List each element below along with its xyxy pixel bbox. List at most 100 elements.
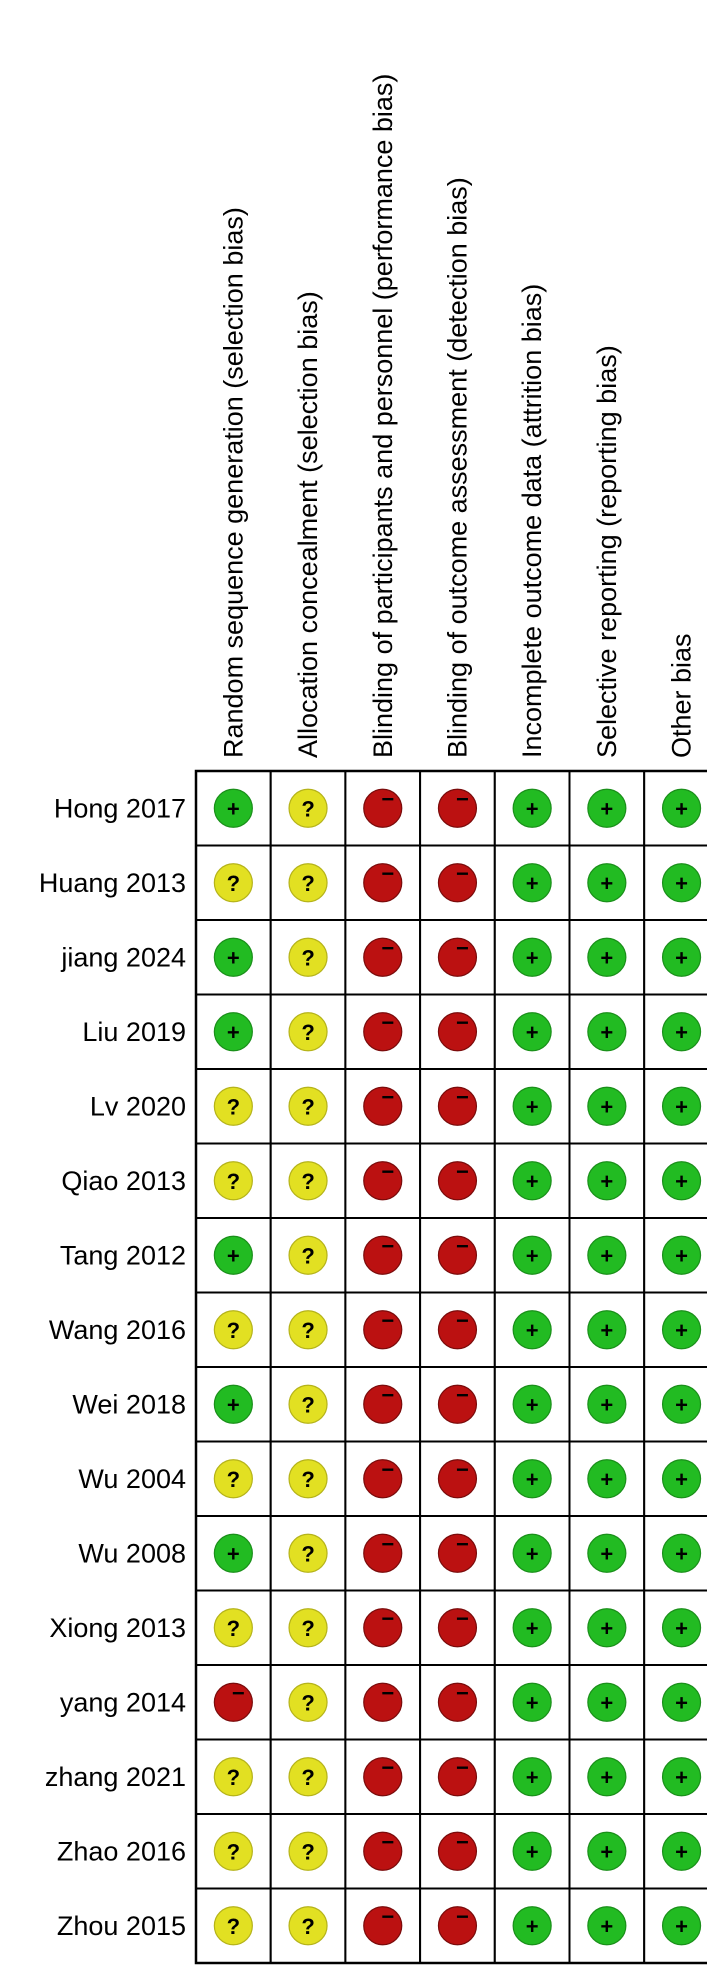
rating-mark-high — [363, 1608, 403, 1648]
rating-mark-high — [363, 1906, 403, 1946]
rating-mark-unclear — [288, 1682, 328, 1722]
rating-mark-unclear — [213, 1459, 253, 1499]
rating-symbol: − — [456, 1904, 469, 1929]
rating-mark-low — [661, 1608, 702, 1648]
rating-mark-low — [512, 1906, 552, 1946]
rating-symbol: + — [600, 945, 613, 970]
rating-symbol: ? — [227, 1839, 240, 1864]
rating-symbol: + — [227, 796, 240, 821]
rating-mark-low — [587, 1235, 627, 1275]
rating-mark-low — [512, 1161, 552, 1201]
rating-mark-low — [661, 1757, 702, 1797]
rating-mark-high — [363, 1831, 403, 1871]
rating-symbol: + — [675, 796, 688, 821]
rating-symbol: ? — [227, 1914, 240, 1939]
rating-symbol: ? — [301, 796, 314, 821]
rating-symbol: ? — [227, 871, 240, 896]
rating-symbol: − — [456, 1755, 469, 1780]
rating-symbol: + — [227, 1020, 240, 1045]
rating-symbol: + — [675, 1914, 688, 1939]
rating-mark-high — [363, 1310, 403, 1350]
rating-symbol: + — [526, 1914, 539, 1939]
rating-symbol: + — [675, 1392, 688, 1417]
rating-symbol: − — [381, 1606, 394, 1631]
rating-symbol: + — [600, 796, 613, 821]
rating-mark-unclear — [288, 1906, 328, 1946]
rating-symbol: + — [675, 1020, 688, 1045]
rating-mark-unclear — [288, 788, 328, 828]
rating-mark-low — [512, 1310, 552, 1350]
rating-symbol: + — [675, 1318, 688, 1343]
rating-symbol: − — [381, 1233, 394, 1258]
rating-symbol: − — [381, 935, 394, 960]
rating-symbol: − — [456, 1457, 469, 1482]
study-label: yang 2014 — [60, 1687, 186, 1717]
rating-mark-high — [437, 1906, 478, 1946]
rating-symbol: − — [456, 786, 469, 811]
rating-mark-unclear — [288, 1235, 328, 1275]
rating-symbol: ? — [301, 1616, 314, 1641]
rating-mark-high — [437, 1012, 478, 1052]
rating-mark-unclear — [288, 1459, 328, 1499]
rating-mark-low — [661, 1161, 702, 1201]
rating-symbol: + — [675, 1094, 688, 1119]
rating-symbol: − — [381, 1010, 394, 1035]
rating-symbol: + — [675, 1243, 688, 1268]
rating-symbol: ? — [227, 1616, 240, 1641]
rating-mark-high — [437, 1235, 478, 1275]
rating-symbol: + — [526, 871, 539, 896]
rating-mark-high — [363, 1235, 403, 1275]
rating-mark-low — [587, 1459, 627, 1499]
rating-mark-low — [213, 937, 253, 977]
rating-symbol: + — [227, 1243, 240, 1268]
rating-symbol: − — [381, 1829, 394, 1854]
rating-symbol: − — [456, 935, 469, 960]
rating-mark-high — [363, 863, 403, 903]
rating-mark-high — [437, 1459, 478, 1499]
rating-mark-unclear — [213, 1608, 253, 1648]
rating-mark-low — [661, 1310, 702, 1350]
rating-symbol: + — [526, 1839, 539, 1864]
rating-mark-low — [587, 1384, 627, 1424]
rating-mark-low — [661, 1459, 702, 1499]
rating-symbol: + — [526, 1020, 539, 1045]
rating-mark-unclear — [213, 1161, 253, 1201]
rating-mark-unclear — [288, 1384, 328, 1424]
column-label: Selective reporting (reporting bias) — [592, 345, 622, 758]
rating-symbol: + — [600, 1467, 613, 1492]
study-label: Zhou 2015 — [57, 1911, 186, 1941]
rating-mark-unclear — [288, 1757, 328, 1797]
rating-mark-high — [363, 1161, 403, 1201]
column-label: Blinding of outcome assessment (detectio… — [442, 177, 472, 758]
study-label: Tang 2012 — [60, 1240, 186, 1270]
rating-mark-low — [587, 937, 627, 977]
rating-mark-unclear — [288, 1310, 328, 1350]
rating-symbol: − — [381, 1680, 394, 1705]
rating-mark-high — [437, 1310, 478, 1350]
rating-symbol: − — [456, 1010, 469, 1035]
rating-symbol: + — [526, 1243, 539, 1268]
rating-mark-low — [213, 1235, 253, 1275]
rating-mark-low — [587, 1757, 627, 1797]
rating-symbol: − — [456, 1382, 469, 1407]
rating-symbol: ? — [301, 1467, 314, 1492]
rating-mark-high — [363, 1086, 403, 1126]
rating-symbol: + — [600, 1616, 613, 1641]
rating-symbol: ? — [301, 1020, 314, 1045]
rating-mark-low — [661, 1086, 702, 1126]
study-label: Wu 2004 — [78, 1464, 186, 1494]
rating-symbol: + — [600, 1765, 613, 1790]
rating-symbol: ? — [227, 1765, 240, 1790]
study-label: Xiong 2013 — [49, 1613, 186, 1643]
rating-symbol: + — [600, 871, 613, 896]
rating-symbol: ? — [301, 1914, 314, 1939]
rating-mark-unclear — [213, 1310, 253, 1350]
rating-symbol: ? — [227, 1169, 240, 1194]
grid-border — [194, 769, 707, 1965]
rating-mark-unclear — [213, 1831, 253, 1871]
rating-mark-high — [437, 1161, 478, 1201]
rating-mark-low — [587, 863, 627, 903]
rating-symbol: + — [526, 796, 539, 821]
rating-mark-low — [213, 1012, 253, 1052]
